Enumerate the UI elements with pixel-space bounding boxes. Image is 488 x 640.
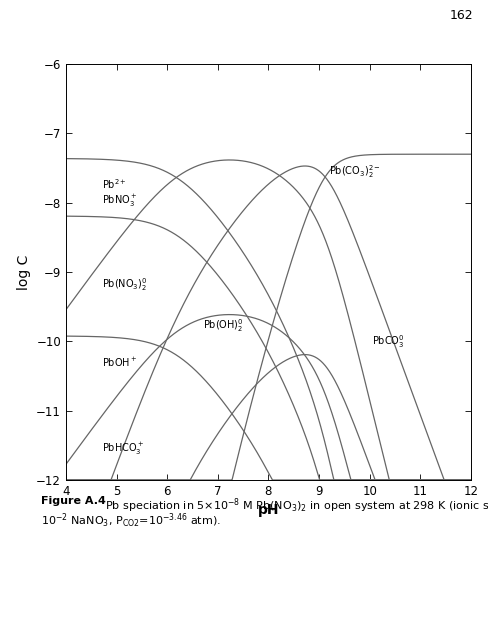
Text: 162: 162 xyxy=(450,9,473,22)
Text: PbHCO$_3^+$: PbHCO$_3^+$ xyxy=(102,441,144,457)
Text: 10$^{-2}$ NaNO$_3$, P$_{\rm CO2}$=10$^{-3.46}$ atm).: 10$^{-2}$ NaNO$_3$, P$_{\rm CO2}$=10$^{-… xyxy=(41,512,222,530)
Text: PbNO$_3^+$: PbNO$_3^+$ xyxy=(102,193,138,209)
X-axis label: pH: pH xyxy=(258,504,279,517)
Text: Pb(OH)$_2^0$: Pb(OH)$_2^0$ xyxy=(203,317,243,335)
Y-axis label: log C: log C xyxy=(17,254,31,290)
Text: Pb(CO$_3)_2^{2-}$: Pb(CO$_3)_2^{2-}$ xyxy=(329,163,381,180)
Text: Figure A.4: Figure A.4 xyxy=(41,496,106,506)
Text: Pb(NO$_3)_2^0$: Pb(NO$_3)_2^0$ xyxy=(102,276,148,293)
Text: PbOH$^+$: PbOH$^+$ xyxy=(102,356,138,369)
Text: Pb speciation in 5$\times$10$^{-8}$ M Pb(NO$_3$)$_2$ in open system at 298 K (io: Pb speciation in 5$\times$10$^{-8}$ M Pb… xyxy=(98,496,488,515)
Text: PbCO$_3^0$: PbCO$_3^0$ xyxy=(372,333,405,349)
Text: Pb$^{2+}$: Pb$^{2+}$ xyxy=(102,177,127,191)
